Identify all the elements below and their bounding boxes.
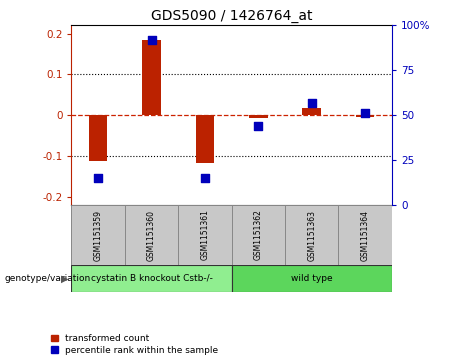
Bar [231, 205, 285, 265]
Text: GSM1151364: GSM1151364 [361, 209, 370, 261]
Text: GSM1151361: GSM1151361 [201, 209, 209, 261]
Title: GDS5090 / 1426764_at: GDS5090 / 1426764_at [151, 9, 313, 23]
Bar [338, 205, 392, 265]
Text: GSM1151359: GSM1151359 [94, 209, 103, 261]
Bar [249, 115, 268, 118]
Bar [302, 108, 321, 115]
Bar [71, 205, 125, 265]
Bar [142, 40, 161, 115]
Point [254, 123, 262, 129]
Bar [231, 265, 392, 292]
Point [95, 175, 102, 181]
Bar [178, 205, 231, 265]
Bar [89, 115, 107, 162]
Legend: transformed count, percentile rank within the sample: transformed count, percentile rank withi… [51, 334, 218, 355]
Text: ▶: ▶ [61, 274, 68, 284]
Text: GSM1151363: GSM1151363 [307, 209, 316, 261]
Bar [285, 205, 338, 265]
Bar [71, 265, 231, 292]
Bar [195, 115, 214, 163]
Bar [125, 205, 178, 265]
Text: wild type: wild type [291, 274, 332, 283]
Point [361, 111, 369, 117]
Point [308, 100, 315, 106]
Point [201, 175, 209, 181]
Bar [356, 115, 374, 117]
Text: cystatin B knockout Cstb-/-: cystatin B knockout Cstb-/- [91, 274, 213, 283]
Text: genotype/variation: genotype/variation [5, 274, 91, 283]
Point [148, 37, 155, 43]
Text: GSM1151362: GSM1151362 [254, 209, 263, 261]
Text: GSM1151360: GSM1151360 [147, 209, 156, 261]
